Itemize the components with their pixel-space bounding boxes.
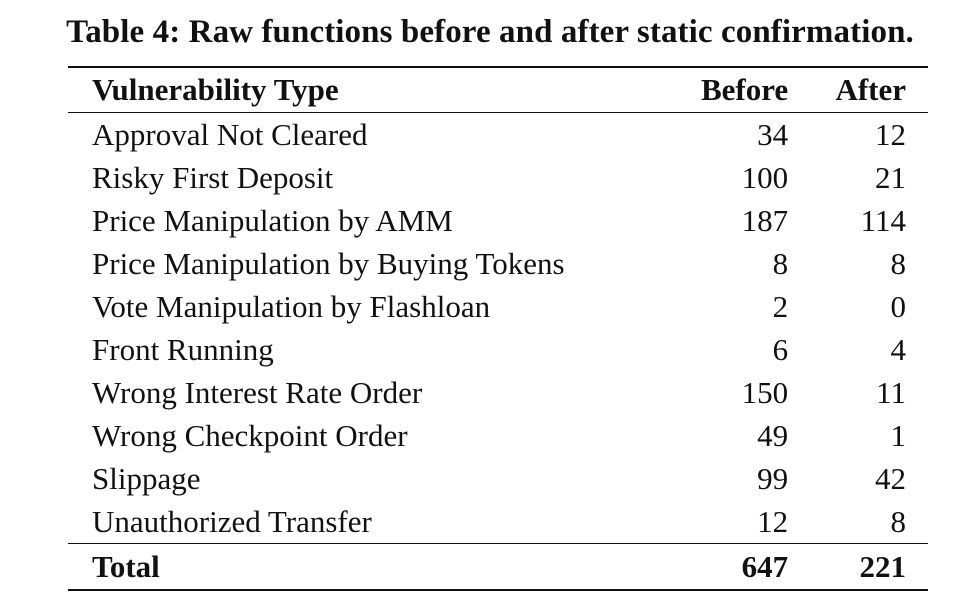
cell-after: 0 bbox=[890, 289, 907, 324]
table-row: Risky First Deposit 100 21 bbox=[68, 156, 928, 199]
cell-after: 12 bbox=[875, 117, 906, 152]
cell-vulnerability-type: Wrong Checkpoint Order bbox=[92, 418, 408, 453]
cell-before: 8 bbox=[772, 246, 789, 281]
header-before: Before bbox=[700, 72, 789, 107]
cell-after: 8 bbox=[890, 504, 907, 539]
cell-after: 42 bbox=[875, 461, 906, 496]
cell-before: 49 bbox=[757, 418, 789, 453]
table-body: Approval Not Cleared 34 12 Risky First D… bbox=[68, 113, 928, 544]
cell-before: 150 bbox=[741, 375, 789, 410]
table-row: Front Running 6 4 bbox=[68, 328, 928, 371]
cell-before: 99 bbox=[757, 461, 789, 496]
cell-vulnerability-type: Price Manipulation by Buying Tokens bbox=[92, 246, 565, 281]
cell-after: 21 bbox=[875, 160, 906, 195]
table-header-row: Vulnerability Type Before After bbox=[68, 67, 928, 113]
cell-vulnerability-type: Slippage bbox=[92, 461, 201, 496]
total-before: 647 bbox=[741, 549, 789, 584]
table-caption: Table 4: Raw functions before and after … bbox=[66, 14, 914, 50]
results-table: Vulnerability Type Before After Approval… bbox=[68, 66, 928, 591]
cell-before: 34 bbox=[757, 117, 789, 152]
cell-before: 12 bbox=[757, 504, 789, 539]
table-row: Wrong Interest Rate Order 150 11 bbox=[68, 371, 928, 414]
total-after: 221 bbox=[859, 549, 907, 584]
cell-after: 114 bbox=[860, 203, 906, 238]
table-row: Wrong Checkpoint Order 49 1 bbox=[68, 414, 928, 457]
cell-vulnerability-type: Risky First Deposit bbox=[92, 160, 334, 195]
table-row: Vote Manipulation by Flashloan 2 0 bbox=[68, 285, 928, 328]
cell-before: 187 bbox=[741, 203, 789, 238]
header-after: After bbox=[835, 72, 906, 107]
cell-after: 4 bbox=[890, 332, 907, 367]
cell-vulnerability-type: Unauthorized Transfer bbox=[92, 504, 372, 539]
table-total-row: Total 647 221 bbox=[68, 543, 928, 590]
cell-vulnerability-type: Price Manipulation by AMM bbox=[92, 203, 453, 238]
cell-vulnerability-type: Approval Not Cleared bbox=[92, 117, 368, 152]
table-row: Slippage 99 42 bbox=[68, 457, 928, 500]
results-table-container: Vulnerability Type Before After Approval… bbox=[68, 66, 928, 591]
cell-before: 6 bbox=[772, 332, 789, 367]
cell-after: 8 bbox=[890, 246, 907, 281]
cell-before: 100 bbox=[741, 160, 789, 195]
cell-vulnerability-type: Front Running bbox=[92, 332, 274, 367]
cell-after: 11 bbox=[876, 375, 906, 410]
cell-vulnerability-type: Vote Manipulation by Flashloan bbox=[92, 289, 491, 324]
table-row: Unauthorized Transfer 12 8 bbox=[68, 500, 928, 544]
table-row: Price Manipulation by AMM 187 114 bbox=[68, 199, 928, 242]
total-label: Total bbox=[92, 549, 160, 584]
cell-vulnerability-type: Wrong Interest Rate Order bbox=[92, 375, 423, 410]
header-vulnerability-type: Vulnerability Type bbox=[92, 72, 339, 107]
cell-before: 2 bbox=[772, 289, 789, 324]
cell-after: 1 bbox=[890, 418, 907, 453]
table-row: Price Manipulation by Buying Tokens 8 8 bbox=[68, 242, 928, 285]
table-row: Approval Not Cleared 34 12 bbox=[68, 113, 928, 157]
